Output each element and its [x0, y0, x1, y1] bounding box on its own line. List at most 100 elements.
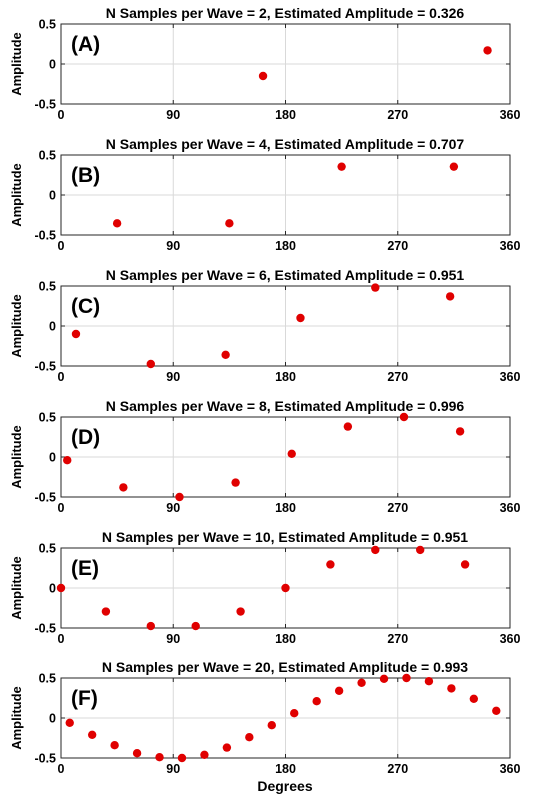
data-point	[267, 721, 276, 730]
y-tick-label: 0.5	[39, 411, 56, 425]
x-tick-label: 180	[275, 762, 296, 776]
y-axis-label: Amplitude	[9, 556, 24, 620]
data-point	[483, 46, 492, 55]
data-point	[416, 545, 425, 555]
data-point	[87, 730, 97, 739]
data-point	[236, 607, 245, 616]
x-tick-label: 180	[275, 370, 296, 384]
data-point	[447, 684, 456, 693]
data-point	[399, 412, 409, 422]
y-tick-label: 0.5	[39, 280, 56, 294]
data-point	[119, 483, 128, 492]
data-point	[287, 449, 296, 458]
y-tick-label: 0.5	[39, 542, 56, 556]
panel-title: N Samples per Wave = 4, Estimated Amplit…	[106, 136, 465, 152]
x-tick-label: 270	[387, 762, 408, 776]
data-point	[175, 492, 184, 502]
data-point	[177, 753, 187, 763]
data-point	[357, 678, 366, 687]
data-point	[455, 427, 465, 436]
y-tick-label: -0.5	[34, 229, 56, 243]
data-point	[402, 673, 411, 683]
panel-label: (C)	[71, 295, 100, 318]
y-tick-label: -0.5	[34, 622, 56, 636]
data-point	[469, 694, 479, 703]
x-tick-label: 270	[387, 239, 408, 253]
x-tick-label: 270	[387, 501, 408, 515]
data-point	[290, 709, 299, 718]
data-point	[146, 621, 155, 631]
x-tick-label: 180	[275, 239, 296, 253]
data-point	[112, 219, 122, 228]
data-point	[221, 350, 230, 359]
data-point	[326, 560, 335, 569]
x-tick-label: 0	[58, 239, 65, 253]
x-tick-label: 270	[387, 632, 408, 646]
panel-title: N Samples per Wave = 6, Estimated Amplit…	[106, 267, 465, 283]
x-axis-label: Degrees	[257, 778, 312, 794]
x-tick-label: 90	[166, 370, 180, 384]
data-point	[110, 741, 119, 750]
x-tick-label: 360	[500, 762, 521, 776]
data-point	[65, 718, 74, 727]
data-point	[379, 674, 389, 683]
data-point	[424, 677, 434, 686]
y-tick-label: -0.5	[34, 752, 56, 766]
y-axis-label: Amplitude	[9, 686, 24, 750]
data-point	[312, 697, 321, 706]
data-point	[337, 162, 346, 171]
y-tick-label: 0.5	[39, 149, 56, 163]
y-tick-label: 0	[49, 712, 56, 726]
data-point	[63, 456, 72, 465]
data-point	[334, 686, 344, 695]
x-tick-label: 90	[166, 239, 180, 253]
data-point	[101, 607, 111, 616]
data-point	[231, 478, 240, 487]
y-tick-label: 0	[49, 451, 56, 465]
x-tick-label: 180	[275, 501, 296, 515]
x-tick-label: 270	[387, 108, 408, 122]
panel-title: N Samples per Wave = 20, Estimated Ampli…	[102, 659, 468, 675]
panel-title: N Samples per Wave = 8, Estimated Amplit…	[106, 398, 465, 414]
x-tick-label: 360	[500, 239, 521, 253]
panel-label: (B)	[71, 164, 100, 187]
y-tick-label: 0	[49, 58, 56, 72]
data-point	[222, 743, 232, 752]
x-tick-label: 0	[58, 632, 65, 646]
x-tick-label: 360	[500, 632, 521, 646]
data-point	[71, 329, 81, 339]
panel-label: (D)	[71, 426, 100, 449]
x-tick-label: 360	[500, 108, 521, 122]
y-tick-label: 0.5	[39, 672, 56, 686]
x-tick-label: 270	[387, 370, 408, 384]
x-tick-label: 90	[166, 632, 180, 646]
x-tick-label: 360	[500, 501, 521, 515]
data-point	[343, 422, 353, 431]
x-tick-label: 180	[275, 108, 296, 122]
data-point	[371, 283, 380, 292]
data-point	[258, 71, 268, 81]
panel-label: (F)	[71, 687, 98, 710]
x-tick-label: 0	[58, 370, 65, 384]
data-point	[245, 733, 254, 742]
panel-title: N Samples per Wave = 2, Estimated Amplit…	[106, 5, 465, 21]
x-tick-label: 90	[166, 501, 180, 515]
panel-label: (E)	[71, 557, 99, 580]
x-tick-label: 0	[58, 108, 65, 122]
y-axis-label: Amplitude	[9, 163, 24, 227]
y-tick-label: 0	[49, 582, 56, 596]
data-point	[296, 313, 305, 323]
data-point	[445, 292, 455, 301]
y-tick-label: 0	[49, 189, 56, 203]
data-point	[492, 706, 501, 715]
x-tick-label: 0	[58, 762, 65, 776]
data-point	[371, 545, 380, 555]
x-tick-label: 90	[166, 762, 180, 776]
data-point	[449, 162, 459, 171]
y-axis-label: Amplitude	[9, 32, 24, 96]
